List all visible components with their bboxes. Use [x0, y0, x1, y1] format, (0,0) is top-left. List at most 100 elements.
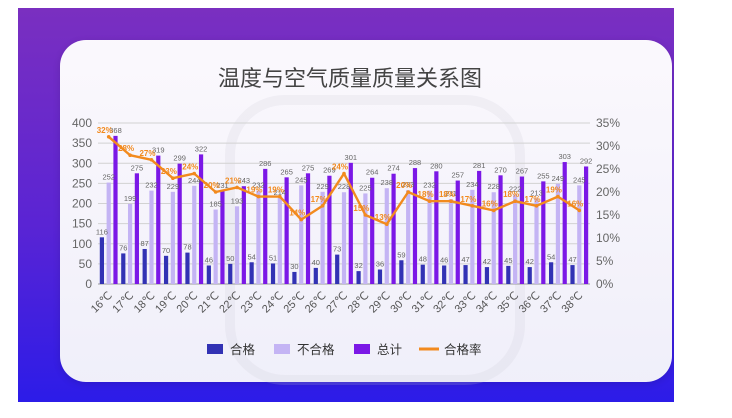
- bar-value-label: 234: [466, 180, 479, 189]
- bar: [292, 271, 297, 284]
- rate-label: 16%: [567, 199, 583, 208]
- bar: [263, 168, 268, 284]
- y2-tick-label: 0%: [596, 277, 614, 291]
- bar-value-label: 54: [547, 252, 555, 261]
- bar-value-label: 275: [131, 163, 144, 172]
- bar: [156, 155, 161, 284]
- bar-value-label: 319: [152, 146, 165, 155]
- bar-value-label: 267: [516, 167, 529, 176]
- rate-label: 18%: [439, 190, 455, 199]
- bar-value-label: 116: [96, 227, 108, 236]
- bars: [99, 135, 589, 284]
- bar: [206, 265, 211, 284]
- rate-point: [342, 171, 346, 176]
- bar-value-label: 229: [316, 182, 329, 191]
- bar-value-label: 243: [238, 176, 251, 185]
- bar: [377, 269, 383, 284]
- legend-swatch: [274, 344, 290, 354]
- bar: [442, 265, 447, 284]
- bar: [121, 253, 126, 284]
- rate-label: 17%: [525, 195, 541, 204]
- rate-point: [149, 158, 154, 162]
- x-tick-label: 25℃: [281, 290, 307, 316]
- x-tick-label: 37℃: [538, 290, 564, 316]
- bar: [399, 260, 404, 284]
- bar-value-label: 193: [231, 196, 244, 205]
- bar: [185, 252, 190, 284]
- bar: [420, 264, 425, 284]
- rate-label: 19%: [268, 186, 284, 195]
- bar: [434, 171, 439, 284]
- rate-label: 18%: [503, 190, 519, 199]
- bar-value-label: 36: [376, 260, 384, 269]
- y-tick-label: 350: [72, 136, 92, 150]
- rate-label: 20%: [204, 181, 220, 190]
- y2-tick-label: 5%: [596, 254, 614, 268]
- y-axis-left: 0 50 100 150 200 250 300 350 400: [72, 116, 92, 291]
- rate-point: [363, 213, 368, 217]
- chart-title: 温度与空气质量质量关系图: [218, 67, 482, 92]
- bar-value-label: 368: [109, 126, 122, 135]
- bar-value-label: 281: [473, 161, 486, 170]
- bar: [149, 190, 154, 284]
- bar-value-label: 51: [269, 253, 277, 262]
- bar: [234, 206, 240, 284]
- bar: [577, 185, 582, 284]
- x-tick-label: 32℃: [431, 290, 457, 316]
- legend-label: 合格率: [444, 342, 482, 357]
- bar: [213, 209, 218, 284]
- bar: [470, 189, 475, 284]
- rate-point: [128, 153, 132, 157]
- rate-point: [235, 185, 239, 190]
- bar-value-label: 48: [419, 255, 427, 264]
- bar: [99, 237, 104, 284]
- bar-value-label: 45: [504, 256, 512, 265]
- bar: [513, 194, 518, 284]
- bar: [198, 154, 204, 284]
- bar-value-label: 40: [312, 258, 320, 267]
- bar-value-label: 288: [409, 158, 422, 167]
- bar-value-label: 286: [259, 159, 272, 168]
- rate-label: 17%: [460, 195, 476, 204]
- bar: [484, 267, 490, 284]
- bar: [412, 168, 418, 284]
- x-tick-label: 23℃: [239, 290, 265, 316]
- legend-label: 总计: [377, 342, 402, 357]
- rate-label: 15%: [353, 204, 369, 213]
- rate-point: [278, 194, 282, 199]
- rate-label: 27%: [139, 149, 155, 158]
- bar: [584, 166, 589, 284]
- rate-point: [577, 208, 582, 213]
- bar-value-label: 232: [252, 181, 265, 190]
- y-tick-label: 200: [72, 197, 92, 211]
- x-tick-label: 31℃: [410, 290, 436, 316]
- bar: [313, 267, 318, 284]
- rate-line: 32% 28% 27% 23% 24% 20% 21% 19% 19% 14% 17% 24% 15% 1…: [97, 126, 583, 226]
- bar-value-label: 213: [530, 188, 543, 197]
- x-tick-label: 34℃: [474, 290, 500, 316]
- rate-point: [213, 190, 218, 194]
- bar-value-label: 54: [247, 252, 255, 261]
- bar-value-label: 73: [333, 245, 341, 254]
- bar-value-label: 269: [323, 166, 336, 175]
- bar: [277, 197, 282, 284]
- bar-value-label: 30: [290, 262, 298, 271]
- bar: [541, 181, 546, 284]
- rate-label: 17%: [311, 195, 327, 204]
- bar: [570, 265, 575, 284]
- x-tick-label: 19℃: [153, 290, 179, 316]
- bar: [341, 192, 347, 284]
- bar-value-label: 299: [173, 154, 186, 163]
- bar: [363, 193, 368, 284]
- rate-label: 21%: [225, 176, 241, 185]
- y-tick-label: 300: [72, 156, 92, 170]
- x-tick-label: 29℃: [367, 290, 393, 316]
- rate-point: [256, 194, 261, 199]
- bar-value-label: 199: [124, 194, 137, 203]
- bar: [113, 135, 118, 284]
- bar-value-label: 244: [188, 176, 201, 185]
- bar: [327, 175, 332, 284]
- bar-value-label: 47: [461, 255, 469, 264]
- bar: [241, 186, 246, 284]
- x-axis: 16℃17℃18℃19℃20℃21℃22℃23℃24℃25℃26℃27℃28℃2…: [89, 290, 585, 316]
